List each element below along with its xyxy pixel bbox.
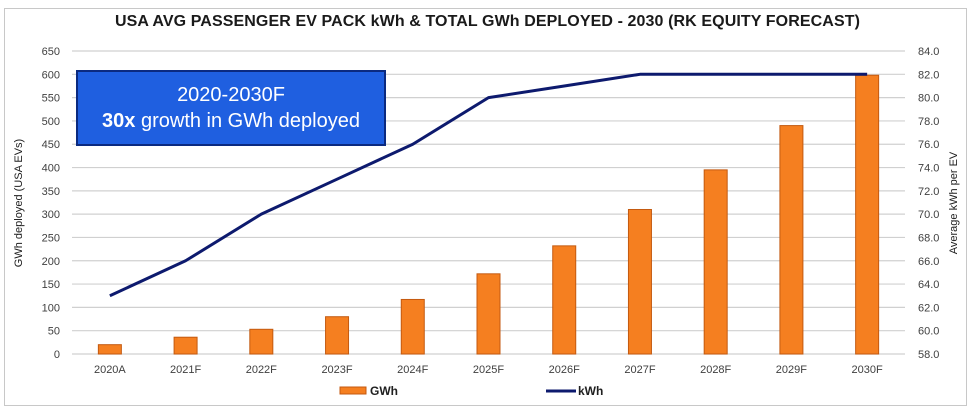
- bar-gwh-2021F: [173, 336, 198, 355]
- x-tick-label: 2025F: [473, 364, 504, 376]
- y-tick-label: 550: [42, 93, 60, 105]
- y2-tick-label: 58.0: [918, 349, 939, 361]
- annotation-callout: 2020-2030F 30x growth in GWh deployed: [76, 70, 386, 146]
- y-tick-label: 100: [42, 302, 60, 314]
- y-tick-label: 600: [42, 69, 60, 81]
- x-tick-label: 2021F: [170, 364, 201, 376]
- chart-title: USA AVG PASSENGER EV PACK kWh & TOTAL GW…: [114, 13, 861, 30]
- y-tick-label: 500: [42, 116, 60, 128]
- right-axis-ticks: 58.0 60.0 62.0 64.0 66.0 68.0 70.0 72.0 74.0 76.0…: [918, 46, 939, 361]
- y2-tick-label: 84.0: [918, 46, 939, 58]
- bar-gwh-2026F: [552, 245, 577, 355]
- x-tick-label: 2030F: [852, 364, 883, 376]
- x-tick-label: 2029F: [776, 364, 807, 376]
- y2-tick-label: 78.0: [918, 116, 939, 128]
- bar-gwh-2023F: [325, 316, 350, 355]
- bar-gwh-2027F: [627, 208, 652, 355]
- left-axis-title: GWh deployed (USA EVs): [13, 139, 25, 267]
- legend: GWh kWh: [339, 384, 603, 398]
- y-tick-label: 350: [42, 186, 60, 198]
- y2-tick-label: 68.0: [918, 232, 939, 244]
- y-tick-label: 650: [42, 46, 60, 58]
- x-tick-label: 2020A: [94, 364, 126, 376]
- y2-tick-label: 80.0: [918, 93, 939, 105]
- legend-label-kwh: kWh: [578, 384, 603, 398]
- bar-gwh-2028F: [703, 169, 728, 355]
- y2-tick-label: 72.0: [918, 186, 939, 198]
- x-axis-ticks: 2020A 2021F 2022F 2023F 2024F 2025F 2026F 2027F…: [94, 364, 883, 376]
- legend-label-gwh: GWh: [370, 384, 398, 398]
- y-tick-label: 50: [48, 326, 60, 338]
- x-tick-label: 2022F: [246, 364, 277, 376]
- annotation-line2: 30x growth in GWh deployed: [78, 108, 384, 134]
- bar-gwh-2025F: [476, 273, 501, 355]
- x-tick-label: 2023F: [321, 364, 352, 376]
- y-tick-label: 0: [54, 349, 60, 361]
- bar-gwh-2022F: [249, 328, 274, 355]
- bar-series-gwh: [97, 74, 880, 355]
- y2-tick-label: 66.0: [918, 256, 939, 268]
- y2-tick-label: 70.0: [918, 209, 939, 221]
- y2-tick-label: 74.0: [918, 163, 939, 175]
- annotation-line2-text: growth in GWh deployed: [135, 110, 360, 132]
- annotation-line1: 2020-2030F: [177, 84, 285, 106]
- x-tick-label: 2024F: [397, 364, 428, 376]
- y-tick-label: 250: [42, 232, 60, 244]
- y2-tick-label: 82.0: [918, 69, 939, 81]
- annotation-highlight: 30x: [102, 110, 136, 132]
- bar-gwh-2029F: [779, 125, 804, 355]
- y-tick-label: 150: [42, 279, 60, 291]
- x-tick-label: 2027F: [624, 364, 655, 376]
- left-axis-ticks: 0 50 100 150 200 250 300 350 400 450 500 550 600 650: [42, 46, 60, 361]
- y-tick-label: 400: [42, 163, 60, 175]
- legend-swatch-gwh: [339, 386, 367, 395]
- y2-tick-label: 76.0: [918, 139, 939, 151]
- right-axis-title: Average kWh per EV: [948, 151, 960, 254]
- bar-gwh-2020A: [97, 344, 122, 355]
- y2-tick-label: 60.0: [918, 326, 939, 338]
- x-tick-label: 2026F: [549, 364, 580, 376]
- y2-tick-label: 64.0: [918, 279, 939, 291]
- x-tick-label: 2028F: [700, 364, 731, 376]
- line-series-kwh: [109, 72, 868, 298]
- bar-gwh-2024F: [400, 298, 425, 355]
- y-tick-label: 200: [42, 256, 60, 268]
- y-tick-label: 450: [42, 139, 60, 151]
- y2-tick-label: 62.0: [918, 302, 939, 314]
- y-tick-label: 300: [42, 209, 60, 221]
- bar-gwh-2030F: [855, 74, 880, 355]
